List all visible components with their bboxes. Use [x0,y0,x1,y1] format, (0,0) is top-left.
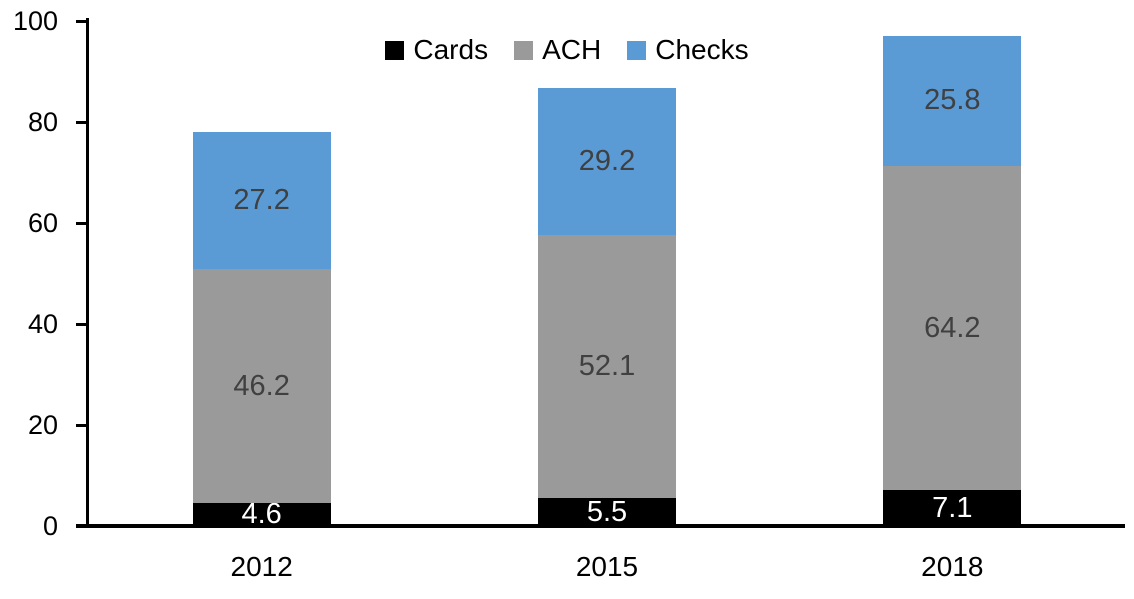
x-tick-label: 2012 [230,551,293,582]
bar-value-label: 27.2 [233,184,290,217]
chart-legend: Cards ACH Checks [0,36,1134,64]
bar-value-label: 64.2 [924,311,981,344]
bar-segment-checks: 25.8 [883,35,1022,166]
bar-value-label: 25.8 [924,84,981,117]
legend-item-ach: ACH [514,36,601,64]
legend-item-cards: Cards [385,36,488,64]
bar-segment-ach: 64.2 [883,165,1022,491]
legend-swatch-icon [627,40,647,60]
bar-segment-checks: 27.2 [192,132,331,270]
bar-value-label: 29.2 [578,144,636,177]
y-tick-label: 20 [27,409,58,440]
y-tick-mark [76,524,89,528]
y-tick-mark [76,221,89,225]
legend-swatch-icon [385,40,405,60]
y-tick-label: 60 [27,207,58,238]
legend-label: Cards [413,34,489,65]
legend-label: ACH [542,34,602,65]
bar-value-label: 5.5 [586,495,628,528]
y-tick-mark [76,423,89,427]
y-tick-label: 100 [12,5,58,36]
legend-swatch-icon [514,40,534,60]
y-tick-mark [76,19,89,23]
y-tick-label: 0 [42,510,58,541]
y-tick-mark [76,322,89,326]
y-tick-label: 40 [27,308,58,339]
bar-segment-ach: 52.1 [538,235,676,499]
y-axis [86,18,89,528]
bar-segment-cards: 4.6 [192,497,331,530]
x-tick-label: 2015 [575,551,639,582]
bar-segment-checks: 29.2 [538,87,676,236]
legend-item-checks: Checks [627,34,749,65]
legend-label: Checks [655,34,749,65]
x-axis [76,524,1125,528]
y-tick-mark [76,120,89,124]
bar-segment-ach: 46.2 [192,269,331,503]
bar-value-label: 52.1 [578,350,636,383]
x-tick-label: 2018 [921,551,984,582]
bar-segment-cards: 5.5 [538,495,676,528]
y-tick-label: 80 [27,106,58,137]
bar-value-label: 4.6 [241,497,282,530]
bar-value-label: 7.1 [932,491,973,524]
bar-value-label: 46.2 [233,369,290,402]
bar-segment-cards: 7.1 [883,490,1022,526]
